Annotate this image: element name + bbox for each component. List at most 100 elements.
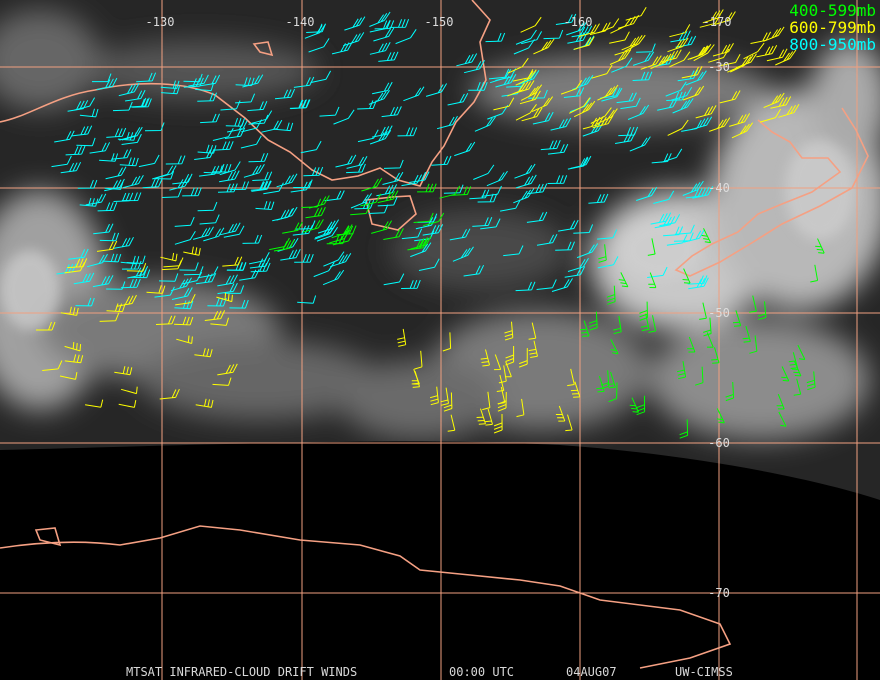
wind-barb xyxy=(727,56,749,73)
wind-barb xyxy=(85,399,104,408)
wind-barb xyxy=(383,228,404,240)
wind-barb xyxy=(674,224,695,235)
wind-barb xyxy=(480,349,490,367)
wind-barb xyxy=(119,157,139,167)
wind-barb xyxy=(105,166,127,180)
wind-barb xyxy=(114,366,133,376)
wind-barb xyxy=(68,248,89,260)
wind-barb xyxy=(547,175,568,184)
wind-barb xyxy=(596,108,618,125)
wind-barb xyxy=(520,16,542,33)
wind-barb xyxy=(229,181,250,190)
wind-barb xyxy=(224,285,245,294)
wind-barb xyxy=(476,408,486,425)
longitude-label: -150 xyxy=(425,15,454,29)
wind-barb xyxy=(429,386,439,406)
wind-barb xyxy=(636,395,646,416)
wind-barb xyxy=(422,224,444,236)
wind-barb xyxy=(251,110,273,124)
wind-barb xyxy=(669,24,691,38)
wind-barb xyxy=(263,182,284,195)
wind-barb xyxy=(197,92,217,102)
wind-barb xyxy=(596,375,605,393)
wind-barb xyxy=(64,354,84,364)
wind-barb xyxy=(255,201,275,210)
wind-barb xyxy=(60,306,79,316)
wind-barb xyxy=(276,173,298,188)
wind-barb xyxy=(606,285,616,305)
wind-barb xyxy=(96,77,118,91)
wind-barb xyxy=(540,139,561,151)
wind-barb xyxy=(290,181,312,193)
wind-barb xyxy=(576,243,599,259)
wind-barb xyxy=(235,93,256,104)
wind-barb xyxy=(615,132,636,144)
wind-barb xyxy=(410,242,432,258)
wind-barb xyxy=(533,38,555,55)
wind-barb xyxy=(346,155,368,169)
wind-barb xyxy=(555,405,566,422)
wind-barb xyxy=(498,365,507,384)
wind-barb xyxy=(591,64,613,79)
wind-barb xyxy=(142,178,163,189)
wind-barb xyxy=(247,100,268,112)
wind-barb xyxy=(716,408,725,424)
wind-barb xyxy=(666,234,688,246)
wind-barb xyxy=(333,109,355,125)
wind-barb xyxy=(212,127,234,141)
wind-barb xyxy=(480,218,501,230)
wind-barb xyxy=(692,186,714,199)
wind-barb xyxy=(788,352,798,369)
wind-barb xyxy=(763,92,785,109)
wind-barb xyxy=(350,193,373,209)
legend-entry: 800-950mb xyxy=(789,35,876,54)
wind-barb xyxy=(566,21,588,36)
wind-barb xyxy=(670,30,691,43)
legend-entry: 400-599mb xyxy=(789,1,876,20)
wind-barb xyxy=(229,299,249,309)
wind-barb xyxy=(815,238,825,254)
wind-barb xyxy=(729,113,751,127)
wind-barb xyxy=(170,277,192,292)
wind-barb xyxy=(144,122,165,132)
wind-barb xyxy=(77,179,98,189)
wind-barb xyxy=(344,16,366,31)
wind-barb xyxy=(743,42,765,60)
wind-barb xyxy=(513,80,535,95)
wind-barb xyxy=(65,145,86,156)
wind-barb xyxy=(617,14,640,29)
wind-barb xyxy=(519,90,541,105)
wind-barb xyxy=(503,245,524,257)
wind-barb xyxy=(382,171,404,185)
wind-barb xyxy=(732,310,742,327)
wind-barb xyxy=(687,45,709,60)
wind-barb xyxy=(374,20,395,30)
wind-barb xyxy=(682,85,705,101)
wind-barb xyxy=(521,107,543,122)
wind-barb xyxy=(217,183,238,193)
wind-barb xyxy=(750,31,772,44)
wind-barb xyxy=(274,88,296,100)
wind-barb xyxy=(113,236,134,249)
wind-barb xyxy=(120,386,138,395)
wind-barb xyxy=(711,347,720,364)
wind-barb xyxy=(372,81,393,95)
wind-barb xyxy=(227,262,247,271)
wind-barb xyxy=(92,275,114,288)
wind-barb xyxy=(810,264,819,283)
wind-barb xyxy=(482,391,491,411)
wind-barb xyxy=(665,81,687,97)
wind-barb xyxy=(485,32,506,43)
wind-barb xyxy=(401,174,423,187)
wind-barb xyxy=(219,170,240,183)
wind-barb xyxy=(240,135,262,149)
wind-barb xyxy=(515,104,537,121)
wind-barb xyxy=(687,275,708,285)
wind-barb xyxy=(174,216,195,227)
wind-barb xyxy=(714,11,736,25)
wind-barb xyxy=(477,193,498,203)
wind-barb xyxy=(210,317,229,326)
wind-barb xyxy=(573,224,594,234)
wind-barb xyxy=(618,126,639,137)
